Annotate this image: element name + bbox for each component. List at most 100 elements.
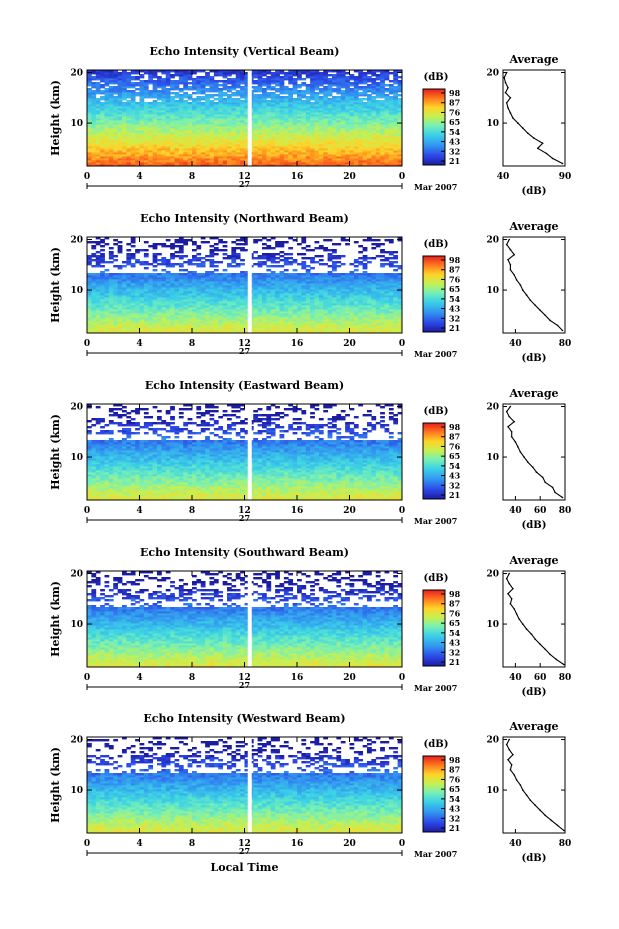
chart-title: Echo Intensity (Southward Beam) xyxy=(140,546,349,559)
y-axis-label: Height (km) xyxy=(49,80,62,156)
panel-2: Echo Intensity (Northward Beam) 10 20 Heigh… xyxy=(49,212,571,364)
colorbar-unit: (dB) xyxy=(424,239,449,250)
profile-point xyxy=(512,587,514,590)
y-tick-label: 20 xyxy=(70,69,83,79)
profile-point xyxy=(509,264,512,266)
profile-point xyxy=(507,425,509,428)
x-tick-label: 12 xyxy=(238,839,251,849)
colorbar-unit: (dB) xyxy=(424,72,449,83)
profile-y-tick-label: 10 xyxy=(486,286,499,296)
colorbar-tick-label: 21 xyxy=(449,657,460,667)
colorbar-tick-label: 87 xyxy=(449,98,460,108)
profile-x-tick-label: 80 xyxy=(559,839,572,849)
heatmap-cells xyxy=(87,70,403,167)
profile-point xyxy=(535,471,538,474)
panel-5: Echo Intensity (Westward Beam) 10 20 Height… xyxy=(49,712,571,874)
x-tick-label: 8 xyxy=(189,506,195,516)
profile-point xyxy=(556,824,559,827)
profile-point xyxy=(505,743,508,746)
date-month-label: Mar 2007 xyxy=(414,849,457,859)
profile-x-axis-label: (dB) xyxy=(522,853,547,864)
x-tick-label: 8 xyxy=(189,673,195,683)
profile-y-tick-label: 20 xyxy=(486,403,499,413)
data-gap xyxy=(247,237,252,333)
y-axis-label: Height (km) xyxy=(49,581,62,657)
date-month-label: Mar 2007 xyxy=(414,516,457,526)
colorbar-tick-label: 54 xyxy=(449,794,461,804)
colorbar-tick-label: 87 xyxy=(449,265,460,275)
profile-point xyxy=(505,102,508,104)
profile-point xyxy=(533,137,535,139)
date-day-label: 27 xyxy=(239,680,250,690)
colorbar-tick-label: 54 xyxy=(449,127,461,137)
colorbar xyxy=(422,755,446,833)
profile-point xyxy=(512,117,514,119)
colorbar-tick-label: 76 xyxy=(449,107,461,117)
colorbar-unit: (dB) xyxy=(424,406,449,417)
profile-point xyxy=(505,410,508,413)
y-tick-label: 10 xyxy=(70,453,83,463)
profile-frame xyxy=(502,403,566,501)
profile-point xyxy=(563,663,565,666)
profile-point xyxy=(561,329,564,332)
heatmap-cells xyxy=(87,737,403,834)
profile-point xyxy=(541,476,544,479)
profile-point xyxy=(555,658,558,661)
profile-x-tick-label: 40 xyxy=(509,339,522,349)
profile-title: Average xyxy=(508,720,558,733)
data-gap xyxy=(247,70,252,166)
profile-point xyxy=(513,274,515,276)
profile-point xyxy=(549,653,551,656)
chart-title: Echo Intensity (Westward Beam) xyxy=(143,712,345,725)
profile-title: Average xyxy=(508,220,558,233)
profile-point xyxy=(532,466,534,469)
panel-4: Echo Intensity (Southward Beam) 10 20 Heigh… xyxy=(49,546,571,698)
profile-point xyxy=(512,753,514,756)
chart-title: Echo Intensity (Northward Beam) xyxy=(140,212,349,225)
data-gap xyxy=(247,571,252,667)
profile-point xyxy=(509,405,512,408)
data-gap xyxy=(247,737,252,833)
y-tick-label: 20 xyxy=(70,570,83,580)
x-tick-label: 4 xyxy=(136,339,142,349)
x-tick-label: 16 xyxy=(291,172,304,182)
colorbar-tick-label: 21 xyxy=(449,156,460,166)
profile-frame xyxy=(502,570,566,668)
profile-point xyxy=(507,258,509,261)
colorbar-tick-label: 54 xyxy=(449,461,461,471)
profile-point xyxy=(539,809,541,812)
profile-x-tick-label: 80 xyxy=(559,673,572,683)
profile-point xyxy=(541,142,544,145)
profile-point xyxy=(525,294,528,296)
colorbar-tick-label: 76 xyxy=(449,774,461,784)
profile-point xyxy=(510,764,513,766)
panel-3: Echo Intensity (Eastward Beam) 10 20 Height… xyxy=(49,379,571,531)
colorbar-tick-label: 87 xyxy=(449,432,460,442)
colorbar-tick-label: 65 xyxy=(449,451,460,461)
colorbar-tick-label: 54 xyxy=(449,294,461,304)
profile-point xyxy=(545,152,548,155)
profile-point xyxy=(534,804,536,806)
x-tick-label: 20 xyxy=(343,172,356,182)
profile-point xyxy=(544,814,546,817)
colorbar-tick-label: 21 xyxy=(449,490,460,500)
profile-point xyxy=(534,638,536,640)
x-tick-label: 16 xyxy=(291,673,304,683)
date-month-label: Mar 2007 xyxy=(414,182,457,192)
profile-y-tick-label: 10 xyxy=(486,119,499,129)
profile-point xyxy=(504,81,507,84)
profile-point xyxy=(544,481,546,484)
profile-point xyxy=(513,608,515,610)
profile-point xyxy=(551,157,554,160)
colorbar-tick-label: 43 xyxy=(449,137,461,147)
profile-x-tick-label: 40 xyxy=(497,172,510,182)
x-tick-label: 20 xyxy=(343,673,356,683)
profile-point xyxy=(510,598,513,600)
profile-point xyxy=(508,582,511,585)
x-tick-label: 20 xyxy=(343,839,356,849)
date-day-label: 27 xyxy=(239,346,250,356)
profile-x-tick-label: 40 xyxy=(509,839,522,849)
profile-y-tick-label: 20 xyxy=(486,570,499,580)
y-axis-label: Height (km) xyxy=(49,414,62,490)
